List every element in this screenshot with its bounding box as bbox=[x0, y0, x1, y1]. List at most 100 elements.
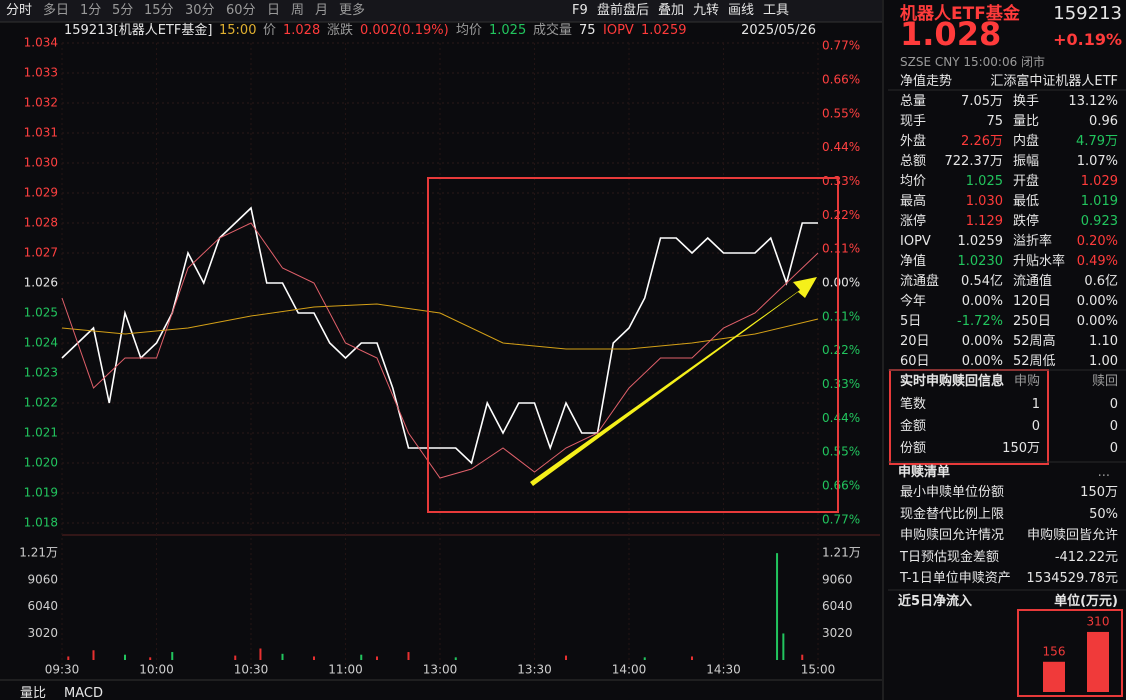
volume-bar bbox=[691, 656, 693, 660]
y-tick-label: 1.029 bbox=[24, 186, 58, 200]
stat-label: 20日 bbox=[900, 334, 930, 349]
stat-label: 5日 bbox=[900, 314, 922, 329]
row-value: 1534529.78元 bbox=[1026, 571, 1118, 586]
info-change: 0.002(0.19%) bbox=[360, 23, 449, 38]
volume-bar bbox=[124, 654, 126, 660]
volume-bar bbox=[281, 653, 284, 660]
volume-bar bbox=[801, 654, 804, 660]
stat-label: 开盘 bbox=[1013, 174, 1040, 189]
y-tick-label: 1.028 bbox=[24, 216, 58, 230]
volume-bar bbox=[360, 654, 363, 660]
stat-label: 外盘 bbox=[900, 134, 927, 149]
stat-value: -1.72% bbox=[957, 314, 1003, 329]
stat-label: 流通值 bbox=[1013, 274, 1053, 289]
x-tick-label: 13:30 bbox=[517, 663, 552, 677]
bottom-tab[interactable]: 量比 bbox=[20, 686, 47, 700]
nav-trend[interactable]: 净值走势 bbox=[900, 74, 953, 89]
row-value: 0 bbox=[1109, 441, 1118, 456]
stat-value: 0.49% bbox=[1076, 254, 1118, 269]
volume-bar bbox=[643, 657, 646, 660]
tab[interactable]: 周 bbox=[291, 3, 305, 18]
stat-value: 722.37万 bbox=[944, 154, 1004, 169]
volume-bar bbox=[454, 657, 457, 660]
stat-label: 跌停 bbox=[1013, 214, 1040, 229]
chart: 1.034 1.033 1.032 1.031 1.030 1.029 1.028 1.027… bbox=[0, 0, 882, 681]
y-tick-label: 1.033 bbox=[24, 66, 58, 80]
tab[interactable]: 月 bbox=[315, 3, 329, 18]
stat-value: 1.10 bbox=[1089, 334, 1118, 349]
row-label: 金额 bbox=[900, 419, 927, 434]
volume-bar bbox=[313, 656, 315, 660]
row-label: 现金替代比例上限 bbox=[900, 506, 1005, 522]
x-tick-label: 10:00 bbox=[139, 663, 174, 677]
stat-value: 0.6亿 bbox=[1084, 274, 1118, 289]
stat-label: 溢折率 bbox=[1013, 234, 1053, 249]
more-button[interactable]: ... bbox=[1097, 465, 1110, 480]
tab[interactable]: 1分 bbox=[80, 3, 102, 18]
inflow-bar bbox=[1043, 661, 1065, 692]
section-title: 近5日净流入 bbox=[898, 594, 973, 609]
stat-value: 1.030 bbox=[965, 194, 1003, 209]
stat-value: 1.029 bbox=[1080, 174, 1118, 189]
tab[interactable]: 15分 bbox=[144, 3, 174, 18]
y2-tick-label: 0.66% bbox=[822, 72, 860, 86]
stat-label: 120日 bbox=[1013, 294, 1051, 309]
stat-label: 最低 bbox=[1013, 194, 1040, 209]
volume-tick-label: 6040 bbox=[822, 599, 853, 613]
volume-bar bbox=[234, 655, 237, 660]
y2-tick-label: 0.77% bbox=[822, 39, 860, 53]
menu-item[interactable]: 画线 bbox=[728, 3, 755, 18]
menu-item[interactable]: 工具 bbox=[763, 3, 790, 18]
y2-tick-label: 0.33% bbox=[822, 174, 860, 188]
y2-tick-label: 0.55% bbox=[822, 106, 860, 120]
tab[interactable]: 30分 bbox=[185, 3, 215, 18]
stat-label: 52周高 bbox=[1013, 334, 1056, 349]
menu-item[interactable]: 九转 bbox=[693, 3, 720, 18]
menu-item[interactable]: 叠加 bbox=[658, 3, 685, 18]
row-value: 1 bbox=[1031, 397, 1040, 412]
stat-value: 1.025 bbox=[965, 174, 1003, 189]
tab[interactable]: 分时 bbox=[6, 3, 33, 18]
inflow-bar bbox=[1087, 631, 1109, 692]
tab[interactable]: 日 bbox=[267, 3, 281, 18]
tab[interactable]: 5分 bbox=[112, 3, 134, 18]
column-header: 赎回 bbox=[1091, 374, 1118, 389]
row-value: 0 bbox=[1109, 419, 1118, 434]
stat-label: 现手 bbox=[900, 114, 927, 129]
row-value: 150万 bbox=[1080, 485, 1118, 500]
row-value: 0 bbox=[1031, 419, 1040, 434]
stat-value: 1.00 bbox=[1089, 354, 1118, 369]
menu-item[interactable]: F9 bbox=[572, 3, 588, 18]
menu-item[interactable]: 盘前盘后 bbox=[597, 3, 650, 18]
column-header: 申购 bbox=[1013, 374, 1040, 389]
stat-value: 13.12% bbox=[1068, 94, 1118, 109]
tab[interactable]: 更多 bbox=[339, 3, 366, 18]
info-iopv-label: IOPV bbox=[603, 23, 634, 38]
security-code: 159213 bbox=[1053, 3, 1122, 24]
volume-bar bbox=[565, 655, 567, 660]
volume-tick-label: 3020 bbox=[27, 626, 58, 640]
volume-tick-label: 1.21万 bbox=[822, 546, 861, 560]
tab[interactable]: 60分 bbox=[226, 3, 256, 18]
volume-bar bbox=[92, 650, 95, 660]
volume-bar bbox=[782, 633, 785, 660]
bottom-tab[interactable]: MACD bbox=[64, 686, 103, 700]
y-tick-label: 1.026 bbox=[24, 276, 58, 290]
tab[interactable]: 多日 bbox=[43, 3, 70, 18]
row-label: T-1日单位申赎资产 bbox=[900, 571, 1011, 586]
x-tick-label: 14:30 bbox=[706, 663, 741, 677]
stat-label: 最高 bbox=[900, 194, 927, 209]
volume-bar bbox=[67, 656, 70, 660]
y-tick-label: 1.019 bbox=[24, 486, 58, 500]
x-tick-label: 11:00 bbox=[328, 663, 363, 677]
change-pct: +0.19% bbox=[1053, 30, 1122, 49]
inflow-label: 156 bbox=[1043, 644, 1066, 658]
row-label: 笔数 bbox=[900, 397, 927, 412]
volume-bar bbox=[407, 652, 410, 660]
info-volume: 75 bbox=[579, 23, 596, 38]
stat-label: 振幅 bbox=[1013, 154, 1040, 169]
stat-label: 涨停 bbox=[900, 214, 927, 229]
security-name: 机器人ETF基金 bbox=[900, 4, 1020, 24]
stat-value: 4.79万 bbox=[1076, 134, 1118, 149]
